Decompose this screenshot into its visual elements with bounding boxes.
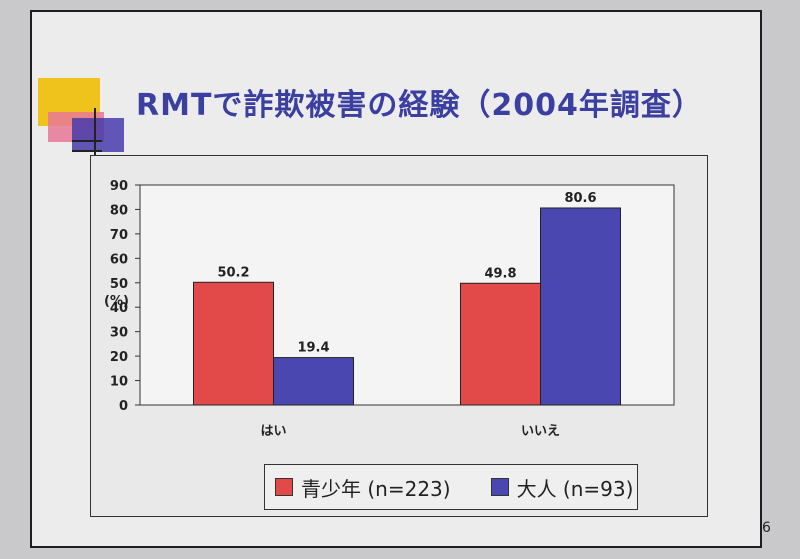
data-label: 80.6 <box>564 191 596 206</box>
page-number: 6 <box>762 520 771 536</box>
legend-swatch-youth <box>275 478 293 496</box>
y-tick-label: 30 <box>110 326 128 341</box>
y-tick-label: 0 <box>119 399 128 414</box>
x-tick-label: はい <box>260 424 286 439</box>
y-axis-label: (%) <box>104 294 129 309</box>
y-tick-label: 90 <box>110 179 128 194</box>
legend-label-adult: 大人 (n=93) <box>516 476 634 501</box>
bar <box>273 357 354 406</box>
decor-line <box>72 140 102 142</box>
y-tick-label: 80 <box>110 203 128 218</box>
data-label: 19.4 <box>297 341 329 356</box>
y-tick-label: 40 <box>110 301 128 316</box>
y-tick-label: 50 <box>110 277 128 292</box>
bar <box>540 207 621 406</box>
legend-item-youth: 青少年 (n=223) <box>275 473 451 502</box>
slide-title: RMTで詐欺被害の経験（2004年調査） <box>136 88 703 123</box>
decor-blue-square <box>72 118 124 152</box>
bar <box>193 281 274 406</box>
legend-label-youth: 青少年 (n=223) <box>301 476 451 501</box>
x-tick-label: いいえ <box>521 424 560 439</box>
decor-line <box>72 150 102 152</box>
chart-legend: 青少年 (n=223) 大人 (n=93) <box>264 464 638 510</box>
legend-swatch-adult <box>490 478 509 496</box>
decor-line <box>94 108 96 156</box>
y-tick-label: 60 <box>110 252 128 267</box>
legend-item-adult: 大人 (n=93) <box>490 473 634 502</box>
bar <box>460 282 541 406</box>
y-tick-label: 20 <box>110 350 128 365</box>
y-tick-label: 10 <box>110 375 128 390</box>
y-tick-label: 70 <box>110 228 128 243</box>
data-label: 50.2 <box>217 265 249 280</box>
data-label: 49.8 <box>484 266 516 281</box>
bar-chart: 0 10 20 30 40 50 60 70 80 90 (%) 50.2 19.4 はい 49.8 80.6… <box>104 179 675 439</box>
